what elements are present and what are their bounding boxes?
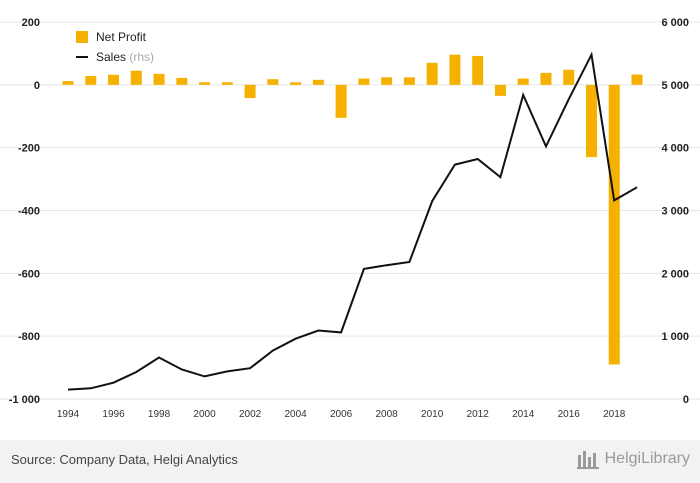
net-profit-bar-1999: [176, 77, 188, 85]
y-left-tick-label: -200: [18, 143, 40, 155]
x-tick-label: 2018: [603, 409, 626, 420]
x-tick-label: 2012: [467, 409, 490, 420]
x-tick-label: 2000: [193, 409, 216, 420]
brand-logo: HelgiLibrary: [576, 449, 690, 469]
right-axis: 6 000 5 000 4 000 3 000 2 000 1 000 0: [661, 17, 689, 406]
x-tick-label: 1994: [57, 409, 80, 420]
net-profit-bar-2001: [221, 82, 233, 85]
library-icon: [576, 451, 599, 469]
y-left-tick-label: 200: [22, 17, 40, 29]
gridlines: [0, 21, 700, 400]
x-tick-label: 1996: [102, 409, 125, 420]
net-profit-bar-1996: [108, 74, 120, 85]
net-profit-bar-2002: [244, 84, 256, 99]
y-right-tick-label: 1 000: [661, 331, 689, 343]
source-note: Source: Company Data, Helgi Analytics: [11, 452, 238, 467]
y-right-tick-label: 2 000: [661, 268, 689, 280]
net-profit-bar-2014: [517, 78, 529, 85]
y-left-tick-label: -1 000: [9, 394, 40, 406]
x-tick-label: 2006: [330, 409, 353, 420]
y-right-tick-label: 5 000: [661, 80, 689, 92]
net-profit-bar-1998: [153, 73, 165, 85]
y-left-tick-label: 0: [34, 80, 40, 92]
net-profit-bar-2008: [381, 77, 393, 85]
x-tick-label: 2008: [376, 409, 399, 420]
sales-line-series: [67, 51, 638, 391]
y-right-tick-label: 0: [683, 394, 689, 406]
sales-line: [67, 51, 638, 391]
y-left-tick-label: -800: [18, 331, 40, 343]
net-profit-bar-2005: [312, 79, 324, 85]
y-right-tick-label: 6 000: [661, 17, 689, 29]
legend: Net Profit Sales (rhs): [76, 30, 154, 64]
y-left-tick-label: -600: [18, 268, 40, 280]
legend-swatch-net-profit: [76, 31, 88, 43]
x-tick-label: 2014: [512, 409, 535, 420]
net-profit-bar-2004: [290, 82, 302, 85]
net-profit-bar-1997: [130, 70, 142, 85]
net-profit-bar-2012: [472, 55, 484, 85]
net-profit-bar-2000: [199, 82, 211, 85]
net-profit-bar-2011: [449, 54, 461, 85]
net-profit-bar-2018: [608, 84, 620, 365]
brand-name: HelgiLibrary: [604, 450, 690, 467]
x-tick-label: 1998: [148, 409, 171, 420]
legend-label-net-profit: Net Profit: [96, 30, 147, 44]
net-profit-bar-1995: [85, 76, 97, 85]
net-profit-bars: [62, 54, 643, 365]
net-profit-bar-2017: [585, 84, 597, 158]
x-axis: 1994 1996 1998 2000 2002 2004 2006 2008 2010 2012…: [57, 409, 626, 420]
net-profit-bar-1994: [62, 81, 74, 85]
net-profit-bar-2010: [426, 62, 438, 85]
x-tick-label: 2002: [239, 409, 262, 420]
x-tick-label: 2010: [421, 409, 444, 420]
net-profit-bar-2007: [358, 78, 370, 85]
net-profit-bar-2019: [631, 74, 643, 85]
footer: Source: Company Data, Helgi Analytics He…: [0, 440, 700, 483]
left-axis: 200 0 -200 -400 -600 -800 -1 000: [9, 17, 40, 406]
x-tick-label: 2004: [284, 409, 307, 420]
legend-label-sales: Sales (rhs): [96, 50, 154, 64]
net-profit-bar-2006: [335, 84, 347, 118]
net-profit-bar-2013: [494, 84, 506, 96]
net-profit-bar-2009: [403, 77, 415, 85]
y-left-tick-label: -400: [18, 206, 40, 218]
y-right-tick-label: 4 000: [661, 143, 689, 155]
x-tick-label: 2016: [558, 409, 581, 420]
net-profit-bar-2016: [563, 69, 575, 85]
net-profit-bar-2003: [267, 79, 279, 85]
y-right-tick-label: 3 000: [661, 206, 689, 218]
net-profit-bar-2015: [540, 72, 552, 85]
